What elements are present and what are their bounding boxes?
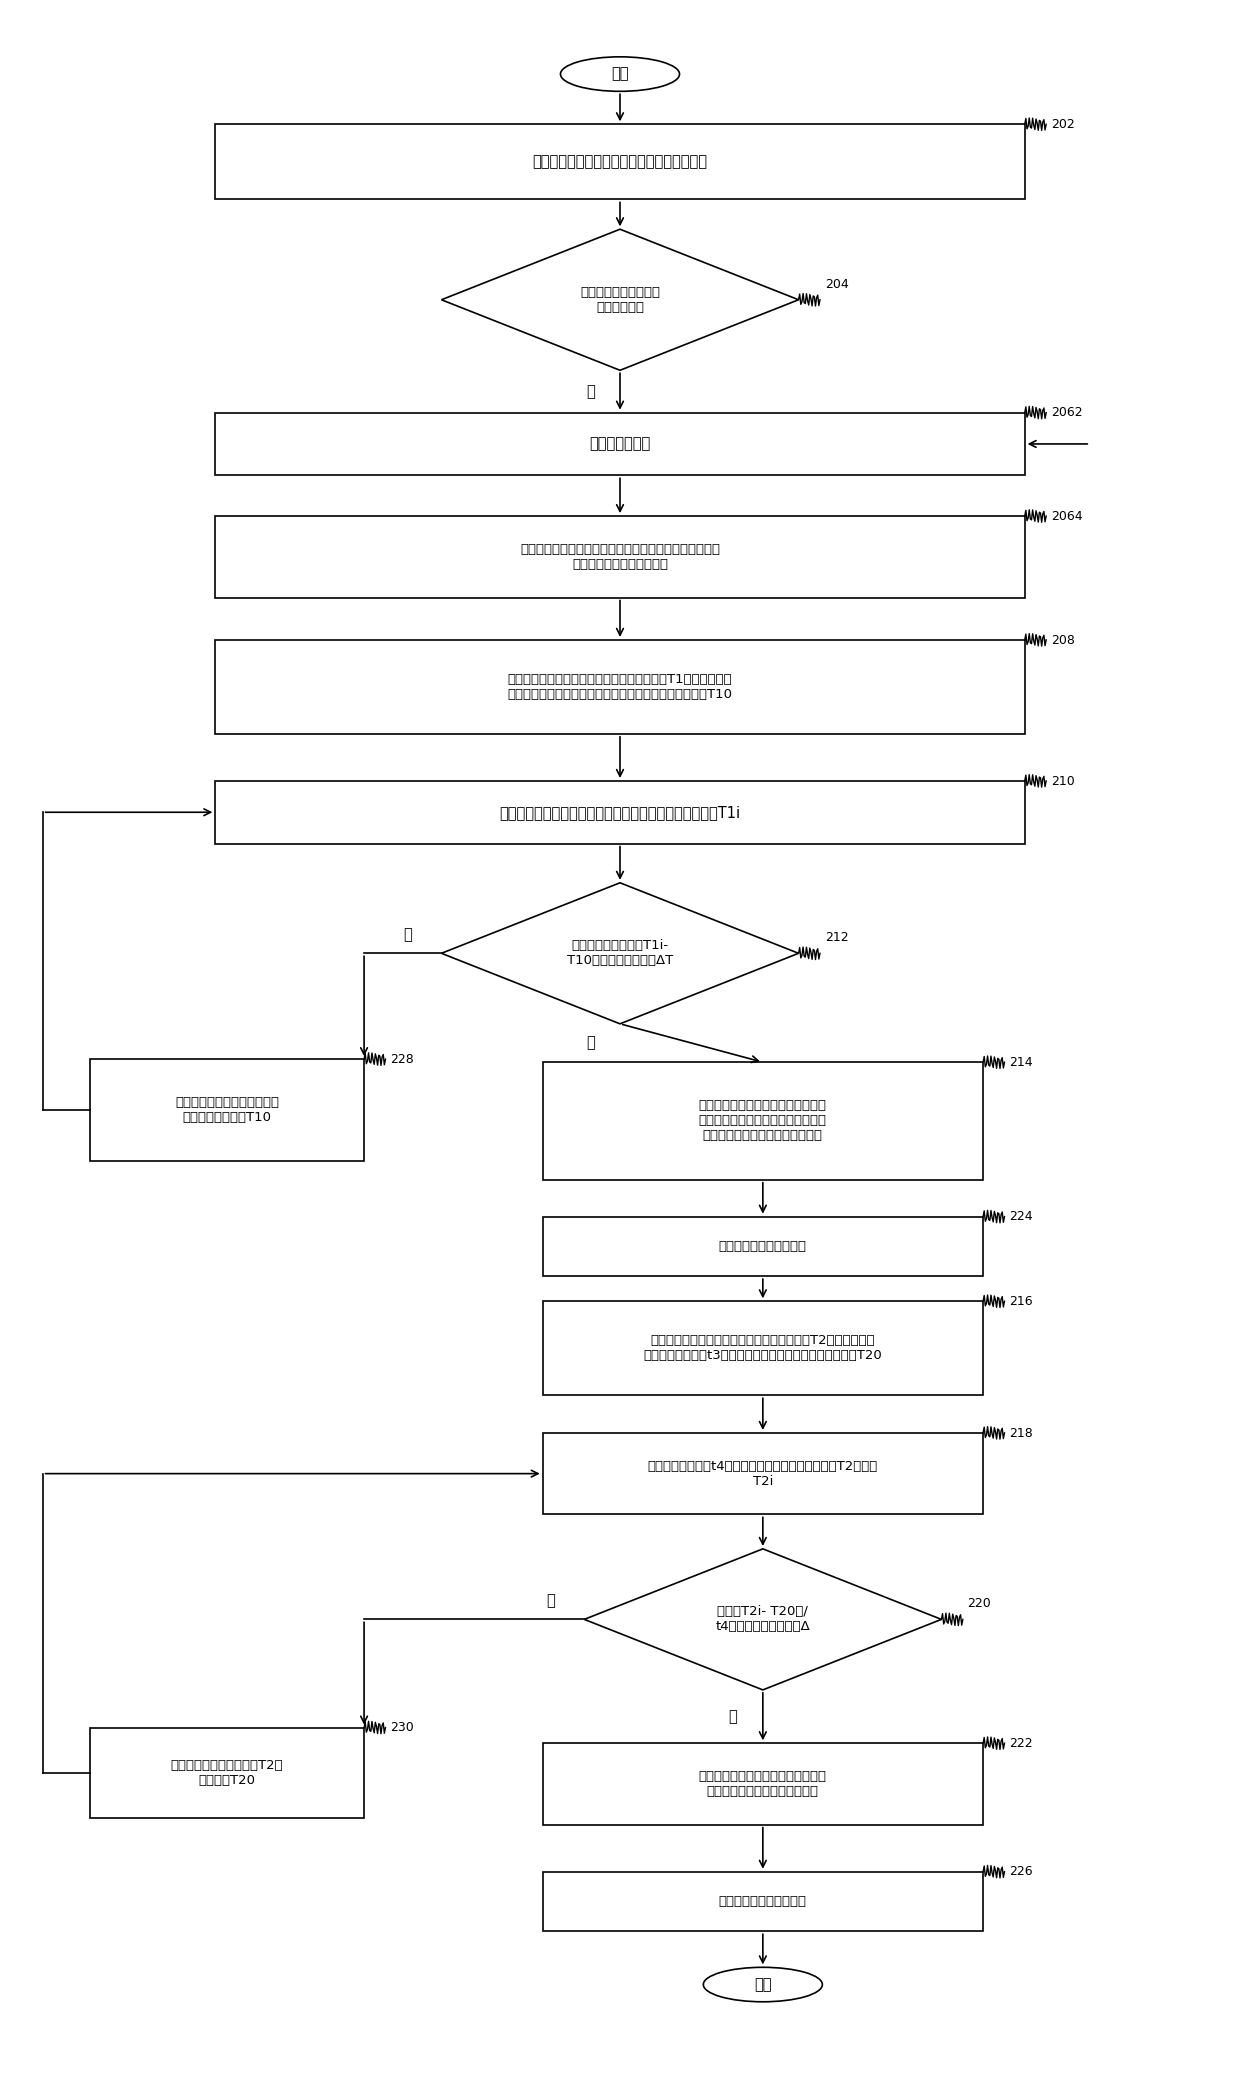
- Text: 222: 222: [1009, 1736, 1033, 1751]
- FancyBboxPatch shape: [216, 782, 1024, 844]
- Text: 2062: 2062: [1052, 405, 1083, 420]
- FancyBboxPatch shape: [216, 412, 1024, 476]
- Text: 220: 220: [967, 1597, 991, 1611]
- Polygon shape: [584, 1549, 941, 1690]
- FancyBboxPatch shape: [543, 1062, 983, 1179]
- Text: 控制电加热件停止工作，控制截止阀
开启，控制补水装置工作，控制四通
阀换向使空调器在制冷模式下化霜: 控制电加热件停止工作，控制截止阀 开启，控制补水装置工作，控制四通 阀换向使空调…: [699, 1100, 827, 1143]
- Text: 202: 202: [1052, 119, 1075, 131]
- Text: 控制截止阀关闭: 控制截止阀关闭: [589, 437, 651, 451]
- Text: 结束: 结束: [754, 1977, 771, 1992]
- Text: 2064: 2064: [1052, 509, 1083, 522]
- FancyBboxPatch shape: [543, 1871, 983, 1931]
- Text: 并在第二预设时长后，将所检测到的出口气体温度记录为T1i: 并在第二预设时长后，将所检测到的出口气体温度记录为T1i: [500, 805, 740, 819]
- Text: 记录补水装置的补水时长，检测蓄热器的温度T2，在补水时长
达到第三预设时长t3时，将所检测到的蓄热器的温度记录为T20: 记录补水装置的补水时长，检测蓄热器的温度T2，在补水时长 达到第三预设时长t3时…: [644, 1335, 882, 1362]
- Ellipse shape: [560, 56, 680, 91]
- FancyBboxPatch shape: [216, 516, 1024, 597]
- FancyBboxPatch shape: [91, 1058, 365, 1160]
- Text: 将温度检测装置检测的出口气
体温度重新记录为T10: 将温度检测装置检测的出口气 体温度重新记录为T10: [175, 1096, 279, 1125]
- Text: 空调器在制热模式下，检测空调器的系统参数: 空调器在制热模式下，检测空调器的系统参数: [532, 154, 708, 168]
- Text: 所检测到的蓄热器的温度T2重
新记录为T20: 所检测到的蓄热器的温度T2重 新记录为T20: [171, 1759, 284, 1788]
- Text: 判断（T2i- T20）/
t4是否小于等于预设值Δ: 判断（T2i- T20）/ t4是否小于等于预设值Δ: [715, 1605, 810, 1634]
- Text: 推送并显示缺水补水信息: 推送并显示缺水补水信息: [719, 1239, 807, 1254]
- Text: 218: 218: [1009, 1426, 1033, 1439]
- Text: 230: 230: [391, 1721, 414, 1734]
- Text: 226: 226: [1009, 1865, 1033, 1879]
- Text: 判断系统参数是否达到
预设化霜条件: 判断系统参数是否达到 预设化霜条件: [580, 285, 660, 314]
- Text: 并在第四预设时长t4后，将所检测到的蓄热器的温度T2记录为
T2i: 并在第四预设时长t4后，将所检测到的蓄热器的温度T2记录为 T2i: [647, 1459, 878, 1489]
- Text: 216: 216: [1009, 1295, 1033, 1308]
- Text: 记录电加热件的工作时长，检测出口气体温度T1，在工作时长
达到第一预设时长时，将所检测到的出口气体温度记录为T10: 记录电加热件的工作时长，检测出口气体温度T1，在工作时长 达到第一预设时长时，将…: [507, 674, 733, 701]
- Text: 在第五预设时长后，控制电加热件工作对蓄热器进行加热
使空调器在制热模式下化霜: 在第五预设时长后，控制电加热件工作对蓄热器进行加热 使空调器在制热模式下化霜: [520, 543, 720, 572]
- Text: 是: 是: [585, 385, 595, 399]
- Text: 210: 210: [1052, 775, 1075, 788]
- Text: 否: 否: [546, 1593, 554, 1607]
- Text: 是: 是: [729, 1709, 738, 1723]
- FancyBboxPatch shape: [543, 1742, 983, 1825]
- Text: 228: 228: [391, 1052, 414, 1067]
- FancyBboxPatch shape: [216, 125, 1024, 200]
- Text: 208: 208: [1052, 634, 1075, 647]
- FancyBboxPatch shape: [543, 1301, 983, 1395]
- Text: 212: 212: [825, 931, 848, 944]
- Text: 214: 214: [1009, 1056, 1033, 1069]
- FancyBboxPatch shape: [543, 1432, 983, 1514]
- FancyBboxPatch shape: [91, 1728, 365, 1819]
- Text: 否: 否: [403, 927, 412, 942]
- Text: 推送并显示补水完单信息: 推送并显示补水完单信息: [719, 1894, 807, 1909]
- Text: 开始: 开始: [611, 67, 629, 81]
- Text: 204: 204: [825, 279, 848, 291]
- Text: 控制补水装置停止补水，控制四通阀
换向使空调器在制热模式下化霜: 控制补水装置停止补水，控制四通阀 换向使空调器在制热模式下化霜: [699, 1769, 827, 1798]
- FancyBboxPatch shape: [543, 1216, 983, 1277]
- Ellipse shape: [703, 1967, 822, 2002]
- Text: 判断出口气体温度差T1i-
T10是否大于预设温差ΔT: 判断出口气体温度差T1i- T10是否大于预设温差ΔT: [567, 940, 673, 967]
- Polygon shape: [441, 229, 799, 370]
- Text: 224: 224: [1009, 1210, 1033, 1222]
- FancyBboxPatch shape: [216, 640, 1024, 734]
- Text: 是: 是: [585, 1035, 595, 1050]
- Polygon shape: [441, 884, 799, 1023]
